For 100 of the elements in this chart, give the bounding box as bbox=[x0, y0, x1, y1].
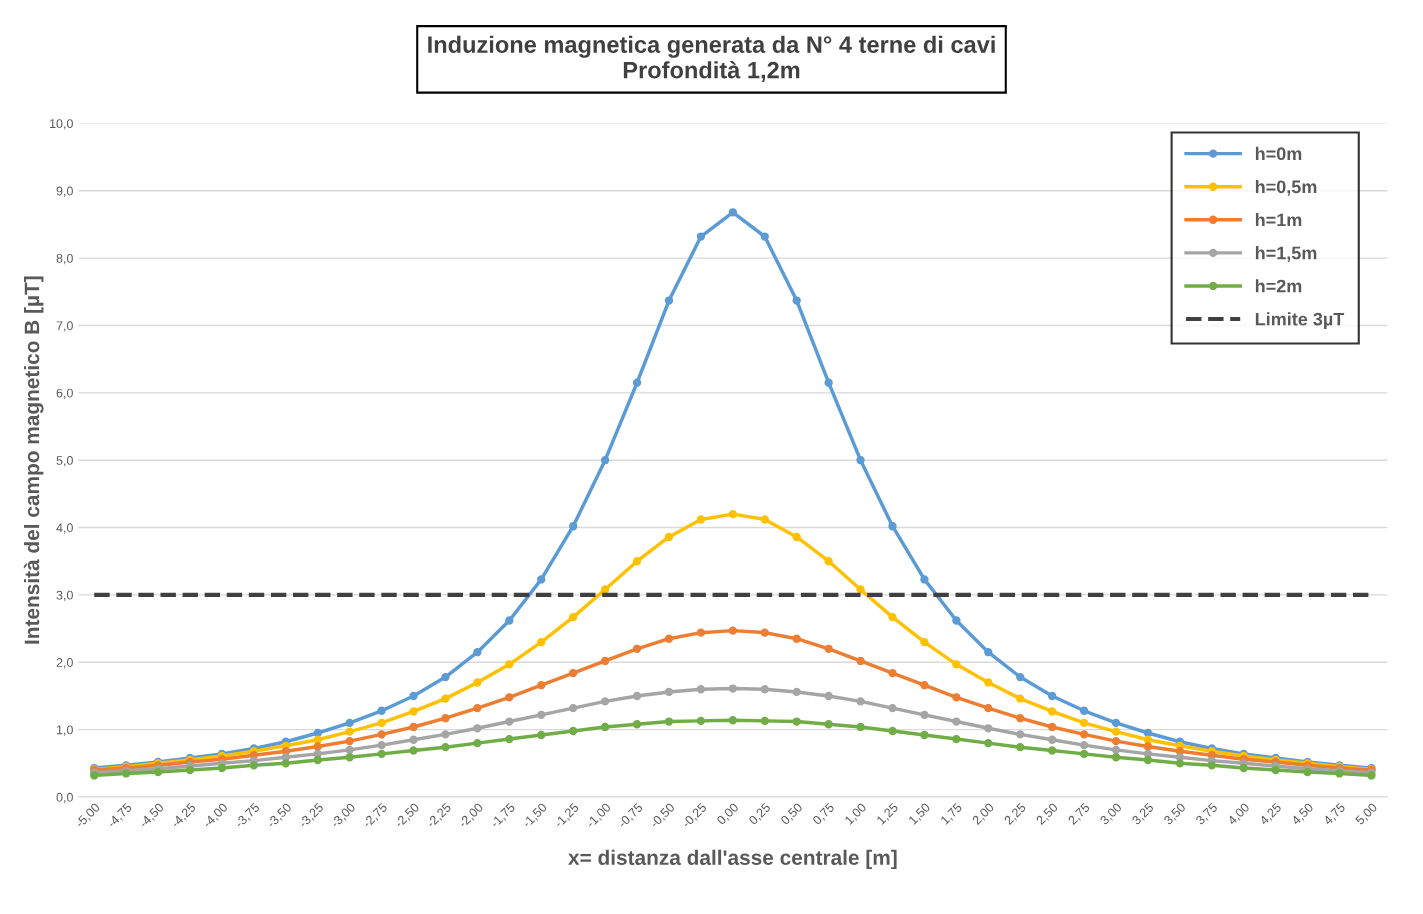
point bbox=[441, 742, 450, 752]
point bbox=[920, 575, 929, 584]
point bbox=[473, 703, 482, 713]
point bbox=[632, 720, 642, 729]
point bbox=[1303, 767, 1312, 777]
point bbox=[569, 612, 578, 622]
x-tick-label: 4,25 bbox=[1258, 802, 1283, 827]
point bbox=[1016, 742, 1025, 752]
point bbox=[313, 742, 322, 751]
point bbox=[505, 660, 514, 669]
point bbox=[185, 765, 195, 775]
x-tick-label: 0,25 bbox=[748, 802, 772, 827]
point bbox=[377, 718, 386, 728]
point bbox=[696, 232, 706, 241]
point bbox=[888, 612, 897, 622]
point bbox=[505, 693, 514, 702]
chart-title: Induzione magnetica generata da N° 4 terne di cavi Profondità 1,2m bbox=[428, 35, 995, 82]
point bbox=[952, 616, 961, 625]
point bbox=[696, 628, 706, 637]
x-tick-label: 4,75 bbox=[1322, 802, 1347, 827]
point bbox=[473, 724, 482, 733]
point bbox=[569, 668, 578, 678]
point bbox=[760, 232, 769, 241]
legend-label: h=0,5m bbox=[1255, 179, 1317, 196]
point bbox=[856, 722, 865, 732]
point bbox=[920, 637, 929, 647]
point bbox=[760, 515, 769, 524]
point bbox=[1079, 718, 1089, 728]
point bbox=[792, 687, 801, 697]
point bbox=[920, 681, 929, 690]
x-tick-label: 4,50 bbox=[1290, 802, 1315, 827]
point bbox=[281, 759, 290, 768]
point bbox=[409, 707, 418, 716]
point bbox=[153, 767, 163, 777]
y-tick-label: 0,0 bbox=[56, 792, 73, 804]
legend-label: Limite 3µT bbox=[1255, 312, 1345, 330]
legend-label: h=0m bbox=[1255, 146, 1302, 161]
point bbox=[1207, 761, 1216, 770]
point bbox=[473, 738, 482, 748]
point bbox=[377, 706, 386, 715]
point bbox=[728, 626, 738, 635]
x-tick-label: 4,00 bbox=[1226, 802, 1251, 827]
point bbox=[664, 634, 674, 643]
point bbox=[473, 678, 482, 687]
point bbox=[249, 761, 259, 770]
point bbox=[345, 727, 354, 736]
point bbox=[1111, 745, 1121, 755]
point bbox=[792, 296, 801, 305]
point bbox=[1079, 749, 1089, 759]
point bbox=[441, 672, 450, 682]
point bbox=[537, 575, 546, 584]
point bbox=[1016, 730, 1025, 739]
point bbox=[1047, 746, 1057, 755]
point bbox=[569, 726, 578, 736]
y-tick-label: 7,0 bbox=[56, 321, 73, 332]
point bbox=[1143, 728, 1153, 738]
point bbox=[952, 734, 961, 744]
point bbox=[888, 703, 897, 713]
point bbox=[1016, 672, 1025, 682]
point bbox=[1111, 736, 1121, 746]
point bbox=[1047, 691, 1057, 701]
point bbox=[728, 509, 738, 519]
point bbox=[1079, 706, 1089, 715]
point bbox=[984, 703, 993, 713]
point bbox=[537, 730, 546, 740]
x-tick-label: 0,75 bbox=[812, 802, 836, 827]
y-tick-label: 6,0 bbox=[56, 388, 73, 399]
point bbox=[824, 720, 833, 729]
point bbox=[1175, 759, 1185, 768]
point bbox=[664, 687, 674, 697]
point bbox=[313, 755, 322, 765]
y-tick-label: 5,0 bbox=[56, 456, 73, 467]
point bbox=[473, 648, 482, 657]
point bbox=[1271, 765, 1280, 775]
point bbox=[345, 753, 354, 762]
point bbox=[824, 557, 833, 566]
legend-label: h=1,5m bbox=[1255, 246, 1317, 262]
y-tick-label: 10,0 bbox=[50, 119, 73, 130]
point bbox=[728, 716, 738, 725]
point bbox=[632, 644, 642, 653]
y-tick-label: 1,0 bbox=[56, 725, 73, 736]
point bbox=[888, 522, 897, 531]
point bbox=[920, 730, 929, 740]
point bbox=[1111, 753, 1121, 762]
point bbox=[952, 693, 961, 702]
y-axis-title: Intensità del campo magnetico B [µT] bbox=[23, 276, 44, 644]
point bbox=[856, 697, 865, 706]
point bbox=[984, 648, 993, 657]
point bbox=[377, 749, 386, 759]
point bbox=[664, 717, 674, 726]
point bbox=[441, 730, 450, 739]
point bbox=[345, 745, 354, 755]
point bbox=[345, 736, 354, 746]
point bbox=[696, 515, 706, 524]
point bbox=[664, 532, 674, 542]
y-tick-label: 8,0 bbox=[56, 253, 73, 265]
point bbox=[1047, 707, 1057, 716]
point bbox=[728, 684, 738, 693]
legend-label: h=1m bbox=[1255, 213, 1302, 227]
point bbox=[792, 532, 801, 542]
